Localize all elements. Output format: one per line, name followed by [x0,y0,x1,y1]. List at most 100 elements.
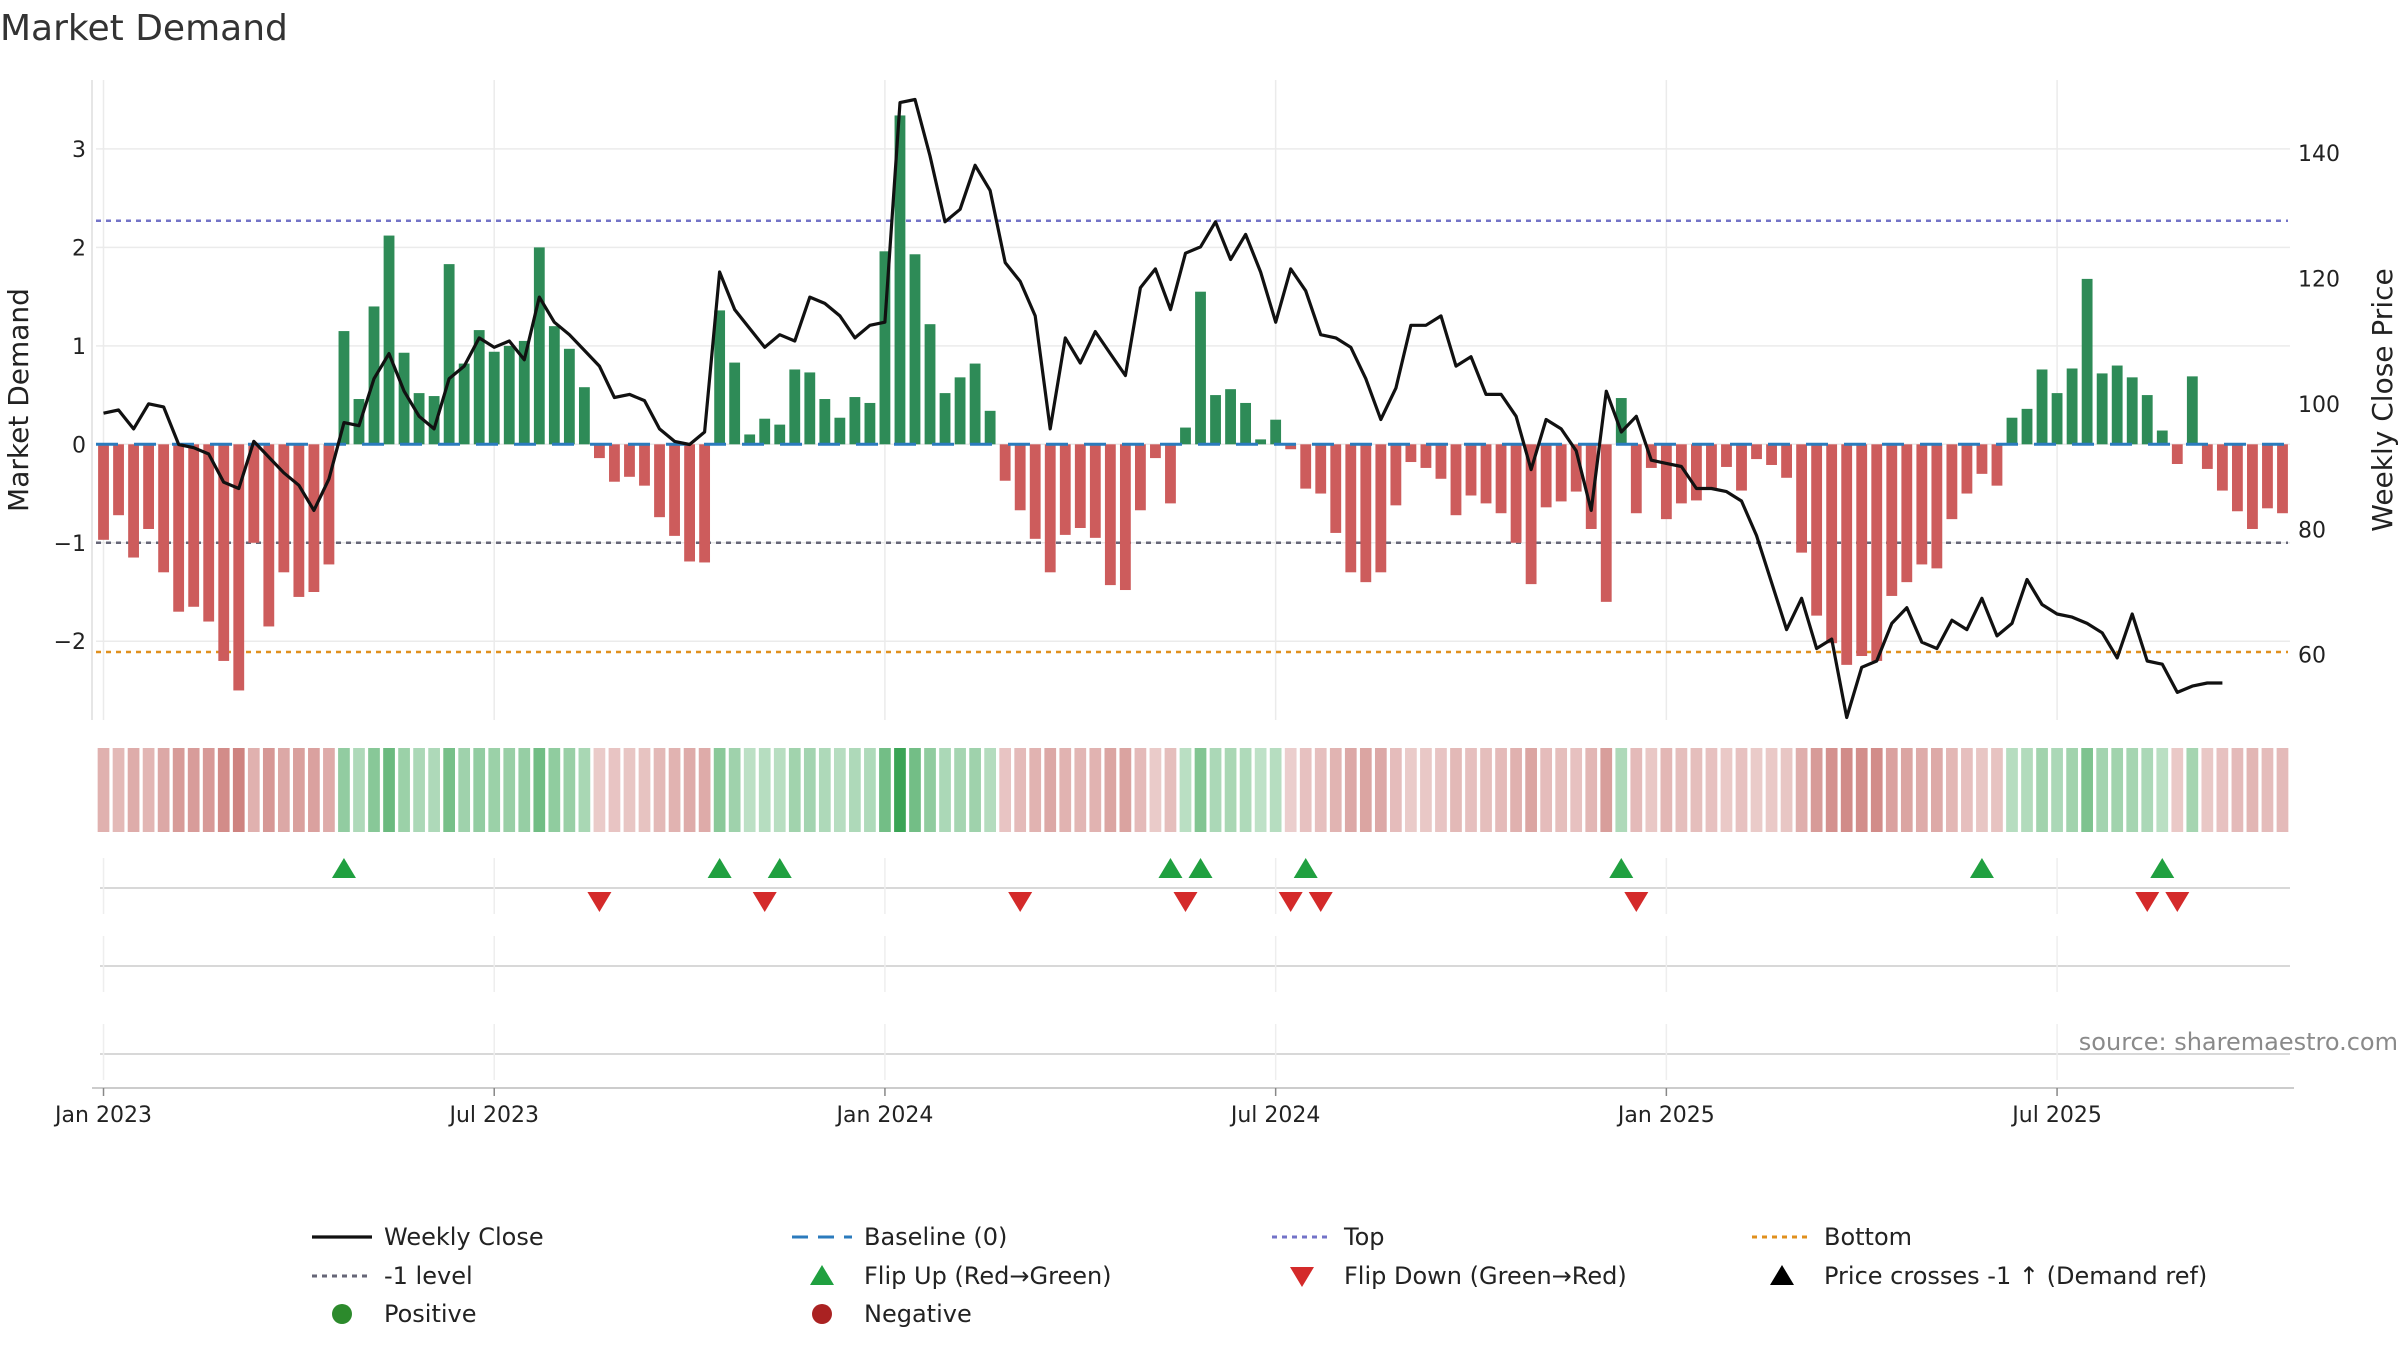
demand-bar [654,444,665,518]
demand-bar [729,362,741,445]
heat-strip-cell [1314,748,1327,832]
demand-bar [759,418,771,445]
demand-bar [143,444,155,529]
heat-strip-cell [1269,748,1282,832]
demand-bar [939,393,951,445]
x-axis-ticks: Jan 2023 Jul 2023 Jan 2024 Jul 2024 Jan 2025… [53,1088,2102,1128]
heat-strip-cell [548,748,561,832]
right-tick-label: 80 [2298,518,2326,543]
heat-strip-cell [1420,748,1432,832]
heat-strip-cell [1930,748,1943,832]
flip-down-marker [752,892,777,912]
heat-strip-cell [1780,748,1793,832]
left-tick-label: −2 [54,630,86,655]
heat-strip-cell [1104,748,1117,832]
demand-heat-strip [97,748,2289,832]
heat-strip-cell [1765,748,1778,832]
legend-label: Positive [384,1300,477,1328]
demand-bar [2111,365,2123,445]
legend-label: Price crosses -1 ↑ (Demand ref) [1824,1262,2207,1290]
demand-bar [669,444,680,536]
demand-bar [1360,444,1372,583]
demand-bar [2081,278,2093,445]
demand-bar [398,352,410,445]
demand-bar [1736,444,1747,491]
legend-swatch [1770,1265,1794,1285]
flip-down-marker [1173,892,1198,912]
heat-strip-cell [803,748,816,832]
legend-label: Flip Down (Green→Red) [1344,1262,1627,1290]
left-tick-label: 1 [72,335,86,360]
demand-bar [383,235,395,445]
demand-bar [1300,444,1312,489]
demand-bar [1059,444,1071,535]
demand-bar [1841,444,1853,665]
heat-strip-cell [1194,748,1207,832]
x-tick-label: Jan 2023 [53,1103,152,1128]
demand-bar [1751,444,1762,460]
demand-bar [2216,444,2228,491]
demand-bar [1029,444,1041,539]
demand-bar [1630,444,1642,514]
demand-bar [909,254,921,445]
flip-down-marker [1008,892,1033,912]
demand-bar [488,351,500,445]
heat-strip-cell [713,748,726,832]
flip-down-marker [1308,892,1333,912]
heat-strip-cell [503,748,516,832]
x-tick-label: Jan 2025 [1616,1103,1715,1128]
demand-bar [639,444,650,486]
flip-up-marker [1609,858,1634,878]
flip-up-marker [1293,858,1318,878]
heat-strip-cell [1630,748,1643,832]
demand-bar [1675,444,1687,504]
demand-bar [834,417,846,445]
heat-strip-cell [2021,748,2033,832]
heat-strip-cell [1660,748,1673,832]
heat-strip-cell [2216,748,2229,832]
demand-bar [278,444,290,573]
heat-strip-cell [593,748,606,832]
demand-bar [158,444,170,573]
flip-down-marker [1278,892,1303,912]
demand-bar [1150,444,1161,459]
demand-bar [2186,376,2198,445]
x-tick-label: Jan 2024 [834,1103,933,1128]
demand-bar [1570,444,1582,492]
heat-strip-cell [608,748,621,832]
demand-bar [879,251,891,445]
heat-strip-cell [2126,748,2139,832]
heat-strip-cell [202,748,215,832]
x-tick-label: Jul 2023 [447,1103,539,1128]
demand-bar [2262,444,2273,509]
heat-strip-cell [1525,748,1537,832]
right-tick-label: 140 [2298,142,2340,167]
demand-bar [984,410,996,445]
demand-bar [1014,444,1026,511]
demand-bar [1465,444,1477,496]
left-y-ticks: 3 2 1 0 −1 −2 [54,138,86,655]
demand-bars [98,115,2288,691]
demand-bar [1165,444,1176,504]
heat-strip-cell [1870,748,1883,832]
heat-strip-cell [1390,748,1402,832]
heat-strip-cell [1570,748,1583,832]
legend-label: Weekly Close [384,1223,544,1251]
demand-bar [999,444,1011,481]
heat-strip-cell [1299,748,1312,832]
demand-bar [1330,444,1342,533]
heat-strip-cell [293,748,305,832]
left-tick-label: −1 [54,532,86,557]
flip-up-markers [331,858,2175,878]
heat-strip-cell [232,748,245,832]
heat-strip-cell [1149,748,1162,832]
heat-strip-cell [1374,748,1387,832]
demand-bar [1706,444,1717,489]
heat-strip-cell [683,748,696,832]
heat-strip-cell [758,748,771,832]
heat-strip-cell [2096,748,2109,832]
demand-bar [1315,444,1327,494]
source-label: source: sharemaestro.com [2079,1028,2398,1056]
legend-label: Top [1343,1223,1385,1251]
heat-strip-cell [833,748,846,832]
